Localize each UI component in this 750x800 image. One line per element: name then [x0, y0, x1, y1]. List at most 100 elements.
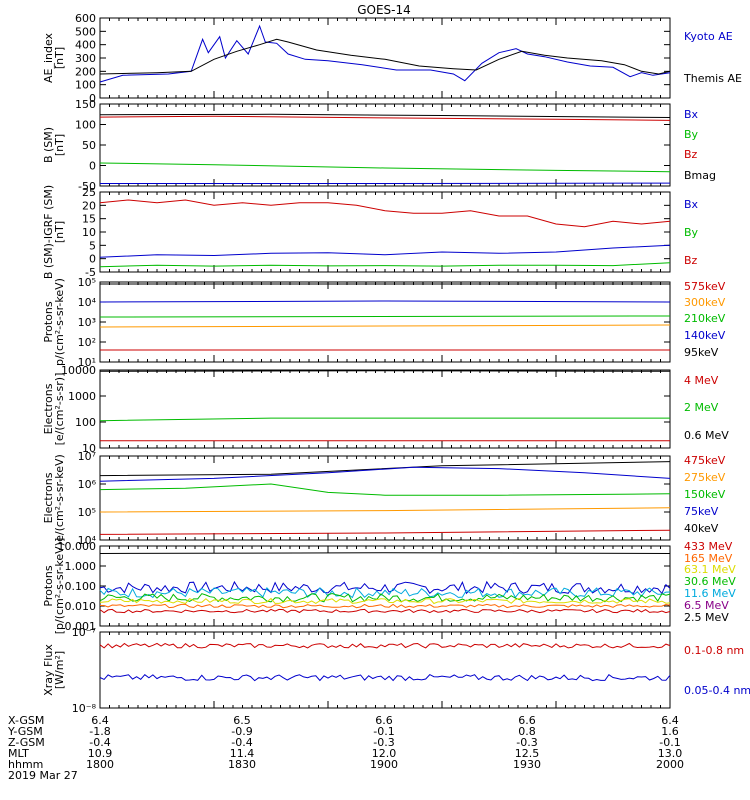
y-tick-label: 0 — [89, 253, 96, 266]
y-tick-label: 0 — [89, 92, 96, 105]
x-row-value: 0.8 — [518, 725, 536, 738]
y-tick-label: 10000 — [61, 364, 96, 377]
panel-protons2: 10.000 1.000 0.100 0.010 0.001 Protons[p/(cm²… — [42, 538, 736, 635]
series-63-1-mev — [99, 597, 671, 605]
y-tick-label: 10¹ — [78, 356, 96, 369]
y-tick-label: 10³ — [78, 316, 96, 329]
y-tick-label: 25 — [82, 186, 96, 199]
x-row-value: 6.6 — [375, 714, 393, 727]
legend-entry: Bx — [684, 108, 699, 121]
series-6-5-mev — [99, 580, 671, 595]
y-tick-label: 100 — [75, 119, 96, 132]
y-axis-label: p/(cm²-s-sr-keV) — [53, 278, 66, 366]
legend-entry: Bz — [684, 148, 698, 161]
x-row-value: 13.0 — [658, 747, 683, 760]
series-165-mev — [100, 603, 671, 609]
series-150kev — [99, 483, 671, 496]
y-tick-label: 500 — [75, 25, 96, 38]
legend-entry: 4 MeV — [684, 374, 719, 387]
series-210kev — [99, 315, 671, 318]
y-axis-label: Protons — [42, 565, 55, 606]
y-tick-label: 0.001 — [65, 620, 97, 633]
legend-entry: 165 MeV — [684, 552, 733, 565]
legend-entry: 2 MeV — [684, 401, 719, 414]
legend-entry: By — [684, 128, 699, 141]
x-row-value: 1830 — [228, 758, 256, 771]
series-bz — [99, 199, 671, 228]
y-tick-label: 1.000 — [65, 560, 97, 573]
legend-entry: 30.6 MeV — [684, 575, 736, 588]
y-tick-label: 1000 — [68, 390, 96, 403]
panel-frame — [99, 17, 671, 99]
series-bz — [99, 115, 671, 121]
series-433-mev — [99, 608, 671, 614]
x-row-value: -0.3 — [516, 736, 537, 749]
y-tick-label: 600 — [75, 12, 96, 25]
chart-title: GOES-14 — [357, 3, 411, 17]
x-row-value: -0.1 — [659, 736, 680, 749]
series-0-6-mev — [99, 370, 671, 372]
x-row-value: 6.6 — [518, 714, 536, 727]
series-2-mev — [99, 417, 670, 422]
y-tick-label: 100 — [75, 416, 96, 429]
series-275kev — [99, 507, 671, 513]
x-row-value: -0.3 — [373, 736, 394, 749]
x-row-value: -0.4 — [89, 736, 110, 749]
y-tick-label: 300 — [75, 52, 96, 65]
date-label: 2019 Mar 27 — [8, 769, 78, 782]
legend-entry: 11.6 MeV — [684, 587, 736, 600]
y-axis-label: [p/(cm²-s-sr-keV)] — [53, 538, 66, 635]
y-tick-label: 0.100 — [65, 580, 97, 593]
x-row-value: 2000 — [656, 758, 684, 771]
series-kyoto-ae — [99, 24, 671, 83]
x-row-label: Z-GSM — [8, 736, 45, 749]
series-bmag — [99, 113, 671, 118]
legend-entry: 275keV — [684, 471, 726, 484]
series-11-6-mev — [99, 587, 671, 599]
legend-entry: Kyoto AE — [684, 30, 733, 43]
y-axis-label: e/(cm²-s-sr-keV) — [53, 454, 66, 542]
x-row-label: Y-GSM — [7, 725, 43, 738]
y-axis-label: Protons — [42, 301, 55, 342]
legend-entry: 75keV — [684, 505, 719, 518]
x-row-label: MLT — [8, 747, 29, 760]
x-row-value: 6.5 — [233, 714, 251, 727]
legend-entry: 0.6 MeV — [684, 429, 729, 442]
legend-entry: 140keV — [684, 329, 726, 342]
y-tick-label: 10⁻⁷ — [72, 626, 96, 639]
x-row-value: 11.4 — [230, 747, 255, 760]
legend-entry: 210keV — [684, 312, 726, 325]
legend-entry: 475keV — [684, 454, 726, 467]
y-tick-label: 10⁶ — [78, 478, 97, 491]
series-475kev — [99, 529, 671, 535]
y-tick-label: 0 — [89, 160, 96, 173]
x-row-value: 1800 — [86, 758, 114, 771]
y-axis-label: [nT] — [53, 47, 66, 69]
y-tick-label: 10 — [82, 226, 96, 239]
x-row-value: -0.1 — [373, 725, 394, 738]
y-tick-label: 0.010 — [65, 600, 97, 613]
x-row-value: 6.4 — [661, 714, 679, 727]
series-140kev — [99, 300, 671, 303]
y-axis-label: [nT] — [53, 134, 66, 156]
series-by — [99, 162, 671, 173]
x-row-value: 1930 — [513, 758, 541, 771]
panel-xray: 10⁻⁷ 10⁻⁸ Xray Flux[W/m²] 0.1-0.8 nm 0.05-0.… — [42, 626, 750, 715]
x-row-value: 10.9 — [88, 747, 113, 760]
y-axis-label: B (SM) — [42, 127, 55, 163]
legend-entry: 2.5 MeV — [684, 611, 729, 624]
x-row-value: -0.9 — [231, 725, 252, 738]
y-axis-label: [W/m²] — [53, 651, 66, 689]
y-tick-label: -5 — [85, 266, 96, 279]
y-tick-label: 10.000 — [58, 540, 97, 553]
y-axis-label: B (SM)-IGRF (SM) — [42, 185, 55, 279]
x-row-value: 12.0 — [372, 747, 397, 760]
series-2-5-mev — [99, 552, 671, 554]
legend-entry: 300keV — [684, 296, 726, 309]
x-row-value: 1900 — [370, 758, 398, 771]
